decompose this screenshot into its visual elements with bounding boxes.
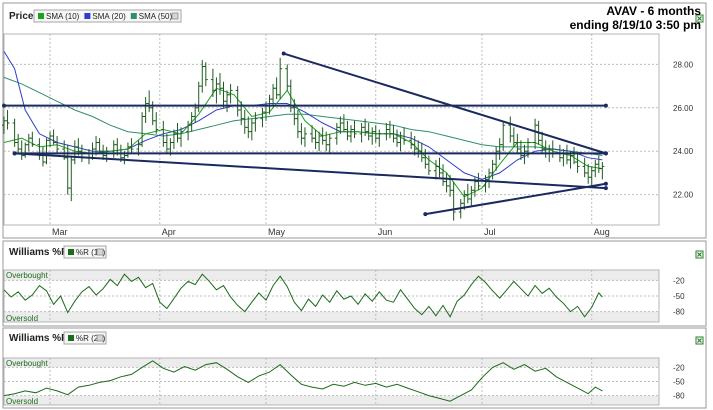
y-tick-label: -80 [673, 392, 685, 401]
williams28-legend: %R (28) [63, 331, 107, 345]
close-icon[interactable] [695, 250, 704, 259]
williams14-panel: -20 -50 -80 Williams %R %R (14) Overbought Ove… [2, 240, 707, 327]
legend-swatch [130, 13, 137, 19]
ohlc-bar [575, 153, 580, 173]
close-icon[interactable] [171, 12, 179, 20]
price-label: Price [9, 11, 34, 22]
legend-entry: %R (14) [76, 248, 106, 257]
legend-swatch [38, 13, 44, 19]
sma50-line [3, 76, 603, 156]
legend-box [33, 9, 182, 23]
williams-r-line [3, 273, 603, 318]
oversold-label: Oversold [6, 397, 38, 406]
legend-swatch [68, 335, 74, 341]
sma20-line [3, 51, 603, 180]
ohlc-bar [327, 133, 332, 154]
ohlc-bar [228, 83, 233, 104]
ohlc-bar [30, 131, 35, 147]
williams14-legend: %R (14) [63, 245, 107, 259]
overbought-label: Overbought [6, 271, 49, 280]
close-icon[interactable] [96, 248, 104, 256]
close-icon[interactable] [695, 14, 704, 23]
ohlc-bar [377, 129, 382, 147]
chart-title: AVAV - 6 months [606, 4, 701, 18]
ohlc-bar [600, 162, 605, 180]
legend-entry: SMA (10) [46, 12, 80, 21]
x-tick-label: Jul [484, 227, 496, 237]
trend-line[interactable] [12, 151, 608, 191]
ohlc-bar [451, 181, 456, 221]
legend-swatch [68, 249, 74, 255]
legend-entry: %R (28) [76, 334, 106, 343]
overbought-band [4, 358, 659, 368]
ohlc-bar [278, 57, 283, 100]
y-tick-label: -20 [673, 276, 685, 285]
legend-swatch [84, 13, 91, 19]
trend-line[interactable] [423, 181, 608, 217]
legend-entry: SMA (50) [139, 12, 173, 21]
x-tick-label: May [268, 227, 286, 237]
ohlc-bar [426, 155, 431, 176]
oversold-label: Oversold [6, 314, 38, 323]
price-legend: SMA (10) SMA (20) SMA (50) [33, 9, 182, 23]
y-tick-label: -80 [673, 308, 685, 317]
trend-line[interactable] [281, 51, 608, 156]
y-tick-label: 28.00 [673, 60, 694, 69]
ohlc-bar [203, 62, 208, 87]
williams-r-line [3, 360, 603, 402]
ohlc-bar [5, 109, 10, 130]
overbought-label: Overbought [6, 359, 49, 368]
x-tick-label: Apr [162, 227, 176, 237]
ohlc-bar [526, 138, 530, 158]
y-tick-label: 26.00 [673, 104, 694, 113]
close-icon[interactable] [96, 334, 104, 342]
williams28-frame [2, 327, 707, 409]
ohlc-bar [402, 127, 407, 145]
legend-box [63, 245, 107, 259]
legend-box [63, 331, 107, 345]
legend-entry: SMA (20) [92, 12, 126, 21]
ohlc-bar [179, 127, 184, 147]
oversold-band [4, 311, 659, 322]
williams28-panel: -20 -50 -80 Williams %R %R (28) Overbought Ove… [2, 327, 707, 409]
close-icon[interactable] [695, 336, 704, 345]
williams28-label: Williams %R [9, 333, 69, 344]
y-tick-label: 24.00 [673, 147, 694, 156]
sma10-line [3, 87, 603, 198]
trend-line[interactable] [2, 103, 608, 108]
y-tick-label: 22.00 [673, 191, 694, 200]
ohlc-bar [253, 112, 258, 132]
x-tick-label: Mar [52, 227, 68, 237]
y-tick-label: -50 [673, 292, 685, 301]
chart-title: ending 8/19/10 3:50 pm [570, 18, 701, 32]
ohlc-bar [154, 112, 159, 134]
ohlc-bar [129, 138, 134, 154]
ohlc-bar [501, 120, 506, 152]
overbought-band [4, 270, 659, 281]
ohlc-bar [352, 120, 357, 139]
x-tick-label: Jun [378, 227, 393, 237]
williams14-label: Williams %R [9, 247, 69, 258]
x-tick-label: Aug [594, 227, 610, 237]
oversold-band [4, 395, 659, 405]
y-tick-label: -50 [673, 378, 685, 387]
ohlc-bar [302, 127, 307, 147]
y-tick-label: -20 [673, 363, 685, 372]
price-panel: 22.00 24.00 26.00 28.00 Mar Apr May Jun Jul Aug Pr… [2, 2, 707, 239]
ohlc-bar [55, 136, 60, 154]
